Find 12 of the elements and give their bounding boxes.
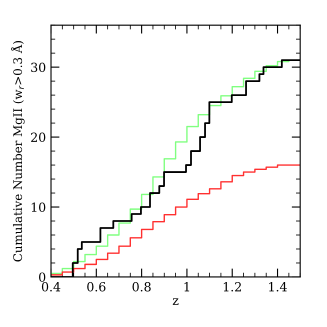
y-tick-label: 0 bbox=[39, 272, 46, 282]
x-axis-title: z bbox=[172, 298, 178, 305]
y-tick-label: 30 bbox=[31, 62, 46, 72]
x-tick-label: 0.6 bbox=[87, 282, 106, 292]
x-tick-label: 0.4 bbox=[42, 282, 60, 292]
y-tick-label: 20 bbox=[31, 132, 46, 142]
x-tick-label: 1.4 bbox=[269, 282, 287, 292]
y-axis-title: Cumulative Number MgII (w$_{r}$>0.3 Å) bbox=[10, 41, 25, 262]
x-tick-label: 1.2 bbox=[224, 282, 241, 292]
x-tick-label: 0.8 bbox=[132, 282, 151, 292]
x-tick-label: 1 bbox=[184, 282, 190, 292]
y-tick-label: 10 bbox=[32, 202, 46, 212]
